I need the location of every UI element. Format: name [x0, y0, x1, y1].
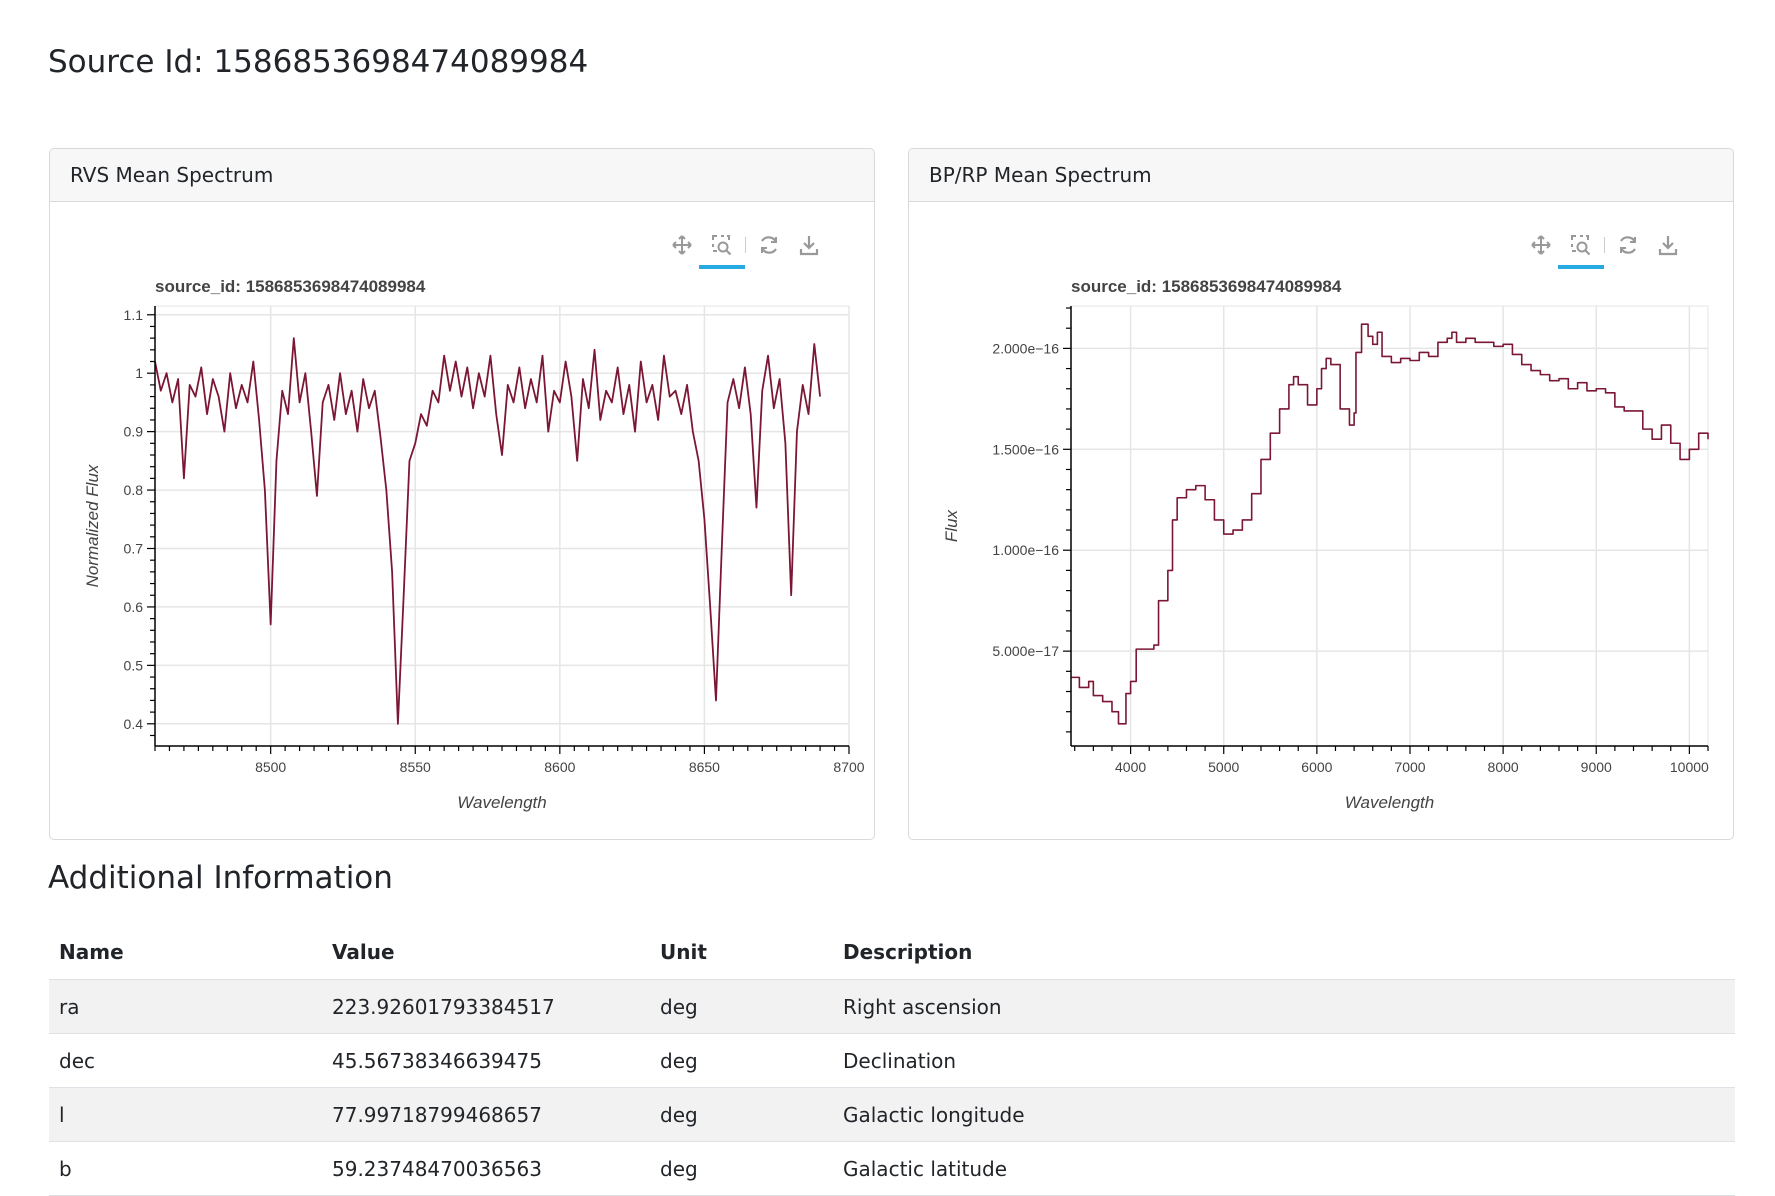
save-tool-button[interactable] — [1648, 225, 1688, 265]
x-tick-label: 8700 — [833, 759, 864, 775]
y-tick-label: 0.5 — [124, 657, 144, 673]
pan-tool-button[interactable] — [662, 225, 702, 265]
table-row: b 59.23748470036563 deg Galactic latitude — [49, 1141, 1735, 1196]
box-zoom-tool-button[interactable] — [1558, 225, 1604, 269]
reset-tool-button[interactable] — [1608, 225, 1648, 265]
panel-header: BP/RP Mean Spectrum — [909, 149, 1733, 202]
additional-info-table: Name Value Unit Description ra 223.926017… — [49, 925, 1735, 1196]
y-tick-label: 0.4 — [124, 716, 144, 732]
y-tick-label: 1 — [135, 365, 143, 381]
x-tick-label: 10000 — [1670, 759, 1709, 775]
y-tick-label: 5.000e−17 — [992, 643, 1059, 659]
table-header-row: Name Value Unit Description — [49, 925, 1735, 980]
box-zoom-tool-button[interactable] — [699, 225, 745, 269]
chart-title: source_id: 1586853698474089984 — [155, 277, 426, 296]
table-row: l 77.99718799468657 deg Galactic longitude — [49, 1087, 1735, 1142]
x-tick-label: 8500 — [255, 759, 286, 775]
box-zoom-icon — [1571, 235, 1591, 256]
pan-icon — [672, 235, 692, 255]
rvs-spectrum-panel: RVS Mean Spectrum 8500 8550 8600 8650 8700 0.… — [49, 148, 875, 840]
pan-tool-button[interactable] — [1521, 225, 1561, 265]
x-tick-label: 7000 — [1394, 759, 1425, 775]
x-tick-label: 8000 — [1488, 759, 1519, 775]
cell-value: 45.56738346639475 — [322, 1033, 650, 1088]
pan-icon — [1531, 235, 1551, 255]
page-title: Source Id: 1586853698474089984 — [48, 44, 589, 80]
y-tick-label: 2.000e−16 — [992, 340, 1059, 356]
y-tick-label: 0.8 — [124, 482, 144, 498]
y-tick-label: 0.7 — [124, 540, 144, 556]
table-row: dec 45.56738346639475 deg Declination — [49, 1033, 1735, 1088]
reset-tool-button[interactable] — [749, 225, 789, 265]
save-icon — [799, 236, 819, 256]
reset-icon — [761, 236, 777, 254]
x-tick-label: 6000 — [1301, 759, 1332, 775]
x-tick-label: 9000 — [1581, 759, 1612, 775]
cell-name: l — [49, 1087, 322, 1142]
spectrum-line — [154, 337, 821, 725]
cell-description: Declination — [833, 1033, 1735, 1088]
y-axis-label: Normalized Flux — [83, 464, 102, 587]
cell-unit: deg — [650, 1087, 833, 1142]
save-icon — [1658, 236, 1678, 256]
x-tick-label: 4000 — [1115, 759, 1146, 775]
reset-icon — [1620, 236, 1636, 254]
cell-description: Galactic latitude — [833, 1141, 1735, 1196]
column-header-description: Description — [833, 925, 1735, 980]
save-tool-button[interactable] — [789, 225, 829, 265]
y-tick-label: 0.9 — [124, 424, 144, 440]
y-tick-label: 1.1 — [124, 307, 144, 323]
plot-area — [1071, 306, 1708, 746]
column-header-unit: Unit — [650, 925, 833, 980]
chart-toolbar — [1521, 225, 1688, 269]
column-header-name: Name — [49, 925, 322, 980]
spectrum-line — [1071, 323, 1709, 725]
cell-name: b — [49, 1141, 322, 1196]
y-tick-label: 1.000e−16 — [992, 542, 1059, 558]
cell-name: dec — [49, 1033, 322, 1088]
cell-value: 223.92601793384517 — [322, 979, 650, 1034]
y-tick-label: 0.6 — [124, 599, 144, 615]
cell-description: Galactic longitude — [833, 1087, 1735, 1142]
panel-header: RVS Mean Spectrum — [50, 149, 874, 202]
y-tick-label: 1.500e−16 — [992, 441, 1059, 457]
cell-unit: deg — [650, 1033, 833, 1088]
rvs-spectrum-chart[interactable]: 8500 8550 8600 8650 8700 0.4 0.5 0.6 0.7 0.8 0.9 1 1… — [50, 149, 875, 840]
toolbar-separator — [745, 237, 746, 253]
x-axis-label: Wavelength — [1345, 793, 1434, 812]
x-tick-label: 8650 — [689, 759, 720, 775]
bprp-spectrum-panel: BP/RP Mean Spectrum 4000 5000 6000 7000 8000… — [908, 148, 1734, 840]
y-axis-label: Flux — [942, 509, 961, 542]
cell-name: ra — [49, 979, 322, 1034]
cell-unit: deg — [650, 1141, 833, 1196]
table-row: ra 223.92601793384517 deg Right ascension — [49, 979, 1735, 1034]
box-zoom-icon — [712, 235, 732, 256]
cell-description: Right ascension — [833, 979, 1735, 1034]
toolbar-separator — [1604, 237, 1605, 253]
x-tick-label: 5000 — [1208, 759, 1239, 775]
chart-title: source_id: 1586853698474089984 — [1071, 277, 1342, 296]
cell-value: 77.99718799468657 — [322, 1087, 650, 1142]
cell-unit: deg — [650, 979, 833, 1034]
chart-toolbar — [662, 225, 829, 269]
x-tick-label: 8600 — [544, 759, 575, 775]
additional-info-title: Additional Information — [48, 860, 393, 896]
cell-value: 59.23748470036563 — [322, 1141, 650, 1196]
column-header-value: Value — [322, 925, 650, 980]
x-tick-label: 8550 — [400, 759, 431, 775]
bprp-spectrum-chart[interactable]: 4000 5000 6000 7000 8000 9000 10000 5.000e−17 1.… — [909, 149, 1734, 840]
x-axis-label: Wavelength — [457, 793, 546, 812]
